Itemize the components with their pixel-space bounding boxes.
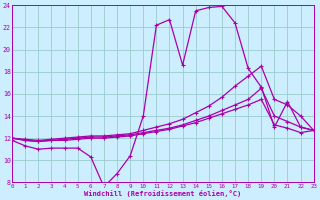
X-axis label: Windchill (Refroidissement éolien,°C): Windchill (Refroidissement éolien,°C) [84, 190, 242, 197]
